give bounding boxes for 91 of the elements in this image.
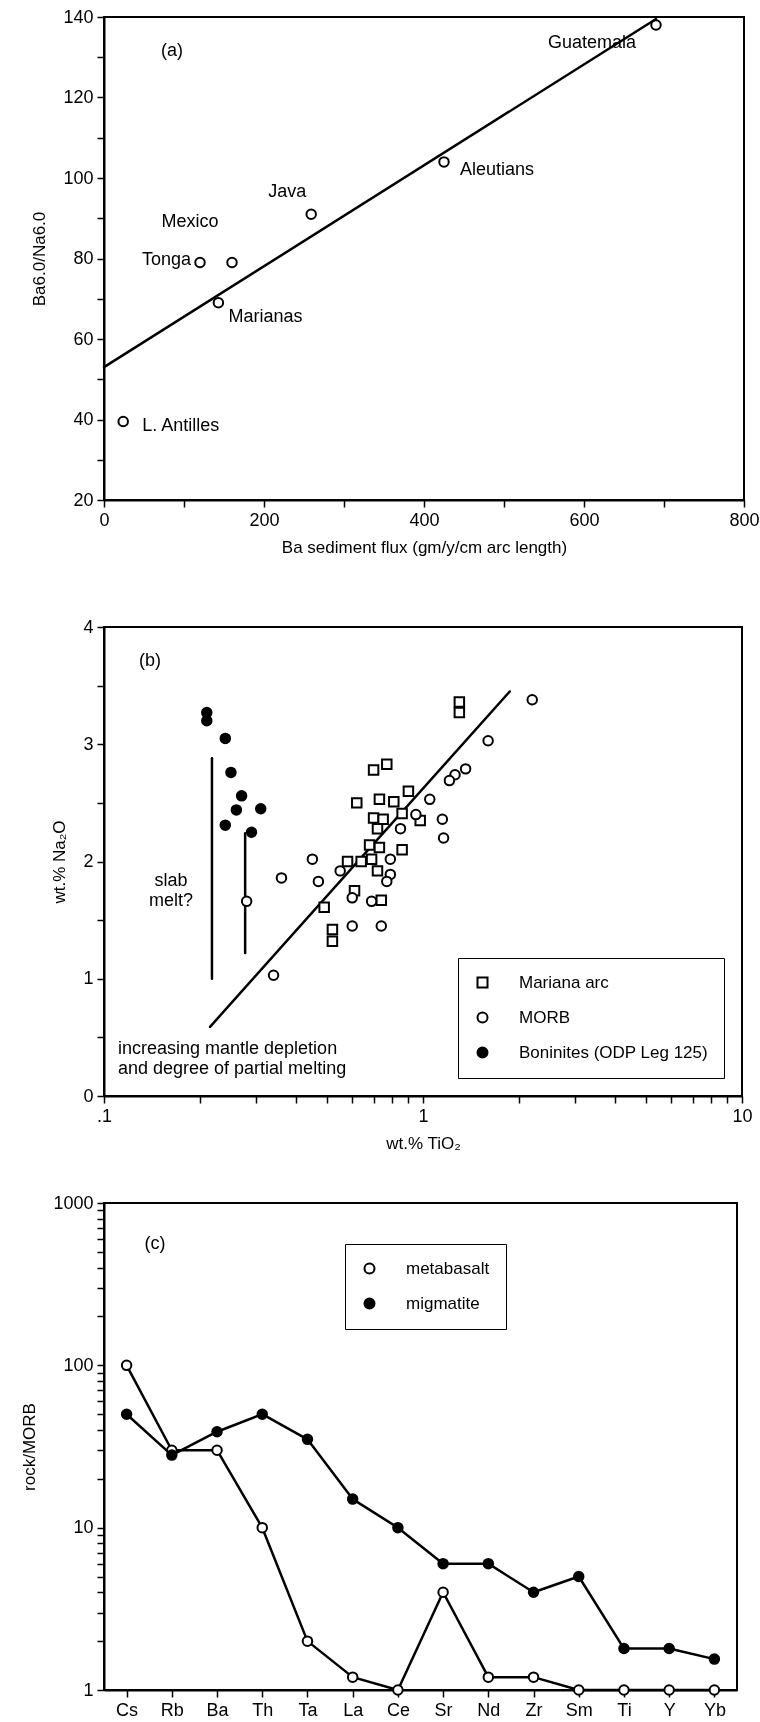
x-tick-label: 600	[569, 509, 600, 530]
point	[392, 1521, 404, 1534]
point	[482, 1557, 495, 1570]
x-tick-label: Rb	[160, 1699, 184, 1720]
annotation: (c)	[144, 1233, 166, 1253]
legend-label: metabasalt	[406, 1258, 490, 1278]
legend-label: Boninites (ODP Leg 125)	[519, 1042, 708, 1062]
y-tick-label: 0	[83, 1085, 94, 1106]
y-tick-label: 1	[83, 968, 94, 989]
x-tick-label: 10	[732, 1105, 753, 1126]
x-tick-label: La	[343, 1699, 365, 1720]
legend-label: Mariana arc	[519, 972, 610, 992]
x-tick-label: Ti	[617, 1699, 632, 1720]
x-tick-label: Ce	[386, 1699, 410, 1720]
point	[346, 1671, 359, 1683]
point	[527, 1671, 540, 1683]
x-tick-label: Ta	[298, 1699, 319, 1720]
x-axis-title: Ba sediment flux (gm/y/cm arc length)	[281, 537, 568, 557]
legend-label: migmatite	[406, 1293, 480, 1313]
point	[256, 1521, 268, 1534]
point	[437, 1586, 449, 1598]
point	[301, 1635, 314, 1647]
y-tick-label: 120	[63, 87, 94, 107]
point	[226, 256, 238, 269]
x-tick-label: .1	[96, 1105, 113, 1126]
point	[256, 1408, 268, 1420]
point	[573, 1570, 585, 1583]
x-tick-label: Nd	[477, 1699, 501, 1720]
point	[305, 208, 317, 220]
annotation: L. Antilles	[142, 414, 220, 435]
point	[301, 1433, 314, 1446]
point	[166, 1449, 178, 1461]
annotation: Java	[268, 181, 308, 202]
x-tick-label: 800	[729, 509, 760, 530]
y-tick-label: 80	[73, 248, 94, 268]
point	[527, 1586, 540, 1598]
x-tick-label: 0	[99, 509, 110, 530]
x-tick-label: Y	[663, 1699, 676, 1720]
x-tick-label: Zr	[525, 1699, 543, 1720]
y-tick-label: 1	[83, 1679, 94, 1700]
y-axis-title: Ba6.0/Na6.0	[30, 211, 50, 307]
point	[212, 297, 225, 309]
y-tick-label: 3	[83, 733, 94, 754]
y-tick-label: 40	[73, 409, 94, 429]
annotation: Mexico	[161, 210, 219, 231]
point	[392, 1684, 404, 1696]
y-tick-label: 60	[73, 328, 94, 349]
point	[346, 1493, 359, 1505]
annotation: slab melt?	[148, 870, 194, 910]
annotation: Aleutians	[460, 158, 535, 179]
y-tick-label: 2	[83, 851, 94, 871]
y-tick-label: 10	[73, 1517, 94, 1538]
point	[117, 415, 129, 428]
point	[708, 1653, 721, 1665]
y-axis-title: rock/MORB	[20, 1403, 40, 1491]
annotation: Tonga	[141, 248, 192, 269]
x-tick-label: Sm	[565, 1699, 593, 1720]
y-axis-title: wt.% Na₂O	[50, 820, 70, 905]
x-tick-label: Yb	[703, 1699, 726, 1720]
x-tick-label: Th	[252, 1699, 274, 1720]
annotation: Marianas	[228, 305, 303, 326]
point	[211, 1444, 223, 1456]
y-tick-label: 1000	[53, 1192, 94, 1213]
x-tick-label: Ba	[206, 1699, 230, 1720]
point	[663, 1642, 675, 1655]
point	[120, 1359, 133, 1372]
point	[618, 1684, 630, 1696]
point	[438, 156, 450, 168]
x-tick-label: 1	[418, 1105, 429, 1126]
x-tick-label: Sr	[434, 1699, 453, 1720]
annotation: increasing mantle depletion and degree of partial melting	[118, 1038, 347, 1078]
point	[194, 256, 206, 269]
y-tick-label: 140	[63, 6, 94, 27]
annotation: (b)	[139, 650, 161, 670]
x-tick-label: 400	[409, 509, 440, 530]
point	[120, 1408, 133, 1420]
point	[437, 1557, 449, 1570]
point	[663, 1684, 675, 1696]
y-tick-label: 100	[63, 1354, 94, 1375]
point	[573, 1684, 585, 1696]
y-tick-label: 4	[83, 616, 94, 637]
point	[618, 1642, 630, 1655]
legend-label: MORB	[519, 1007, 570, 1027]
y-tick-label: 20	[73, 489, 94, 510]
x-tick-label: 200	[249, 509, 280, 530]
point	[482, 1671, 495, 1683]
x-tick-label: Cs	[116, 1699, 139, 1720]
x-axis-title: wt.% TiO₂	[385, 1133, 461, 1153]
y-tick-label: 100	[63, 167, 94, 188]
annotation: (a)	[161, 40, 183, 60]
point	[211, 1425, 223, 1438]
